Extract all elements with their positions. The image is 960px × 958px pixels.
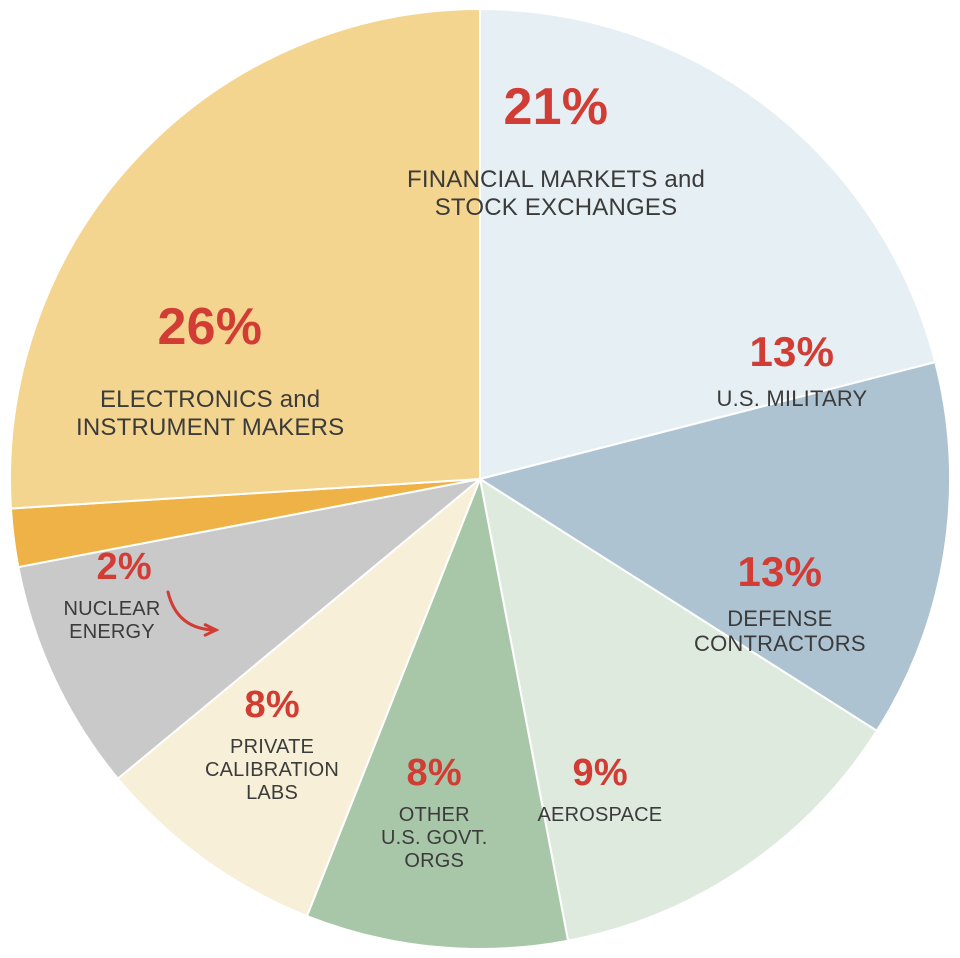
pie-chart: 21% FINANCIAL MARKETS and STOCK EXCHANGES… — [0, 0, 960, 958]
slice-percent: 8% — [245, 684, 300, 728]
slice-label: PRIVATE CALIBRATION LABS — [205, 736, 339, 805]
slice-percent: 13% — [738, 548, 823, 596]
slice-label: U.S. MILITARY — [717, 386, 868, 411]
slice-percent: 21% — [504, 78, 609, 138]
slice-percent: 2% — [97, 546, 152, 590]
slice-label: FINANCIAL MARKETS and STOCK EXCHANGES — [407, 166, 705, 221]
slice-label: NUCLEAR ENERGY — [64, 598, 161, 644]
slice-percent: 8% — [407, 752, 462, 796]
slice-percent: 26% — [158, 298, 263, 358]
slice-percent: 13% — [750, 328, 835, 376]
slice-label: OTHER U.S. GOVT. ORGS — [381, 804, 487, 873]
slice-percent: 9% — [573, 752, 628, 796]
slice-label: ELECTRONICS and INSTRUMENT MAKERS — [76, 386, 344, 441]
slice-label: AEROSPACE — [538, 804, 663, 827]
slice-label: DEFENSE CONTRACTORS — [694, 606, 866, 657]
